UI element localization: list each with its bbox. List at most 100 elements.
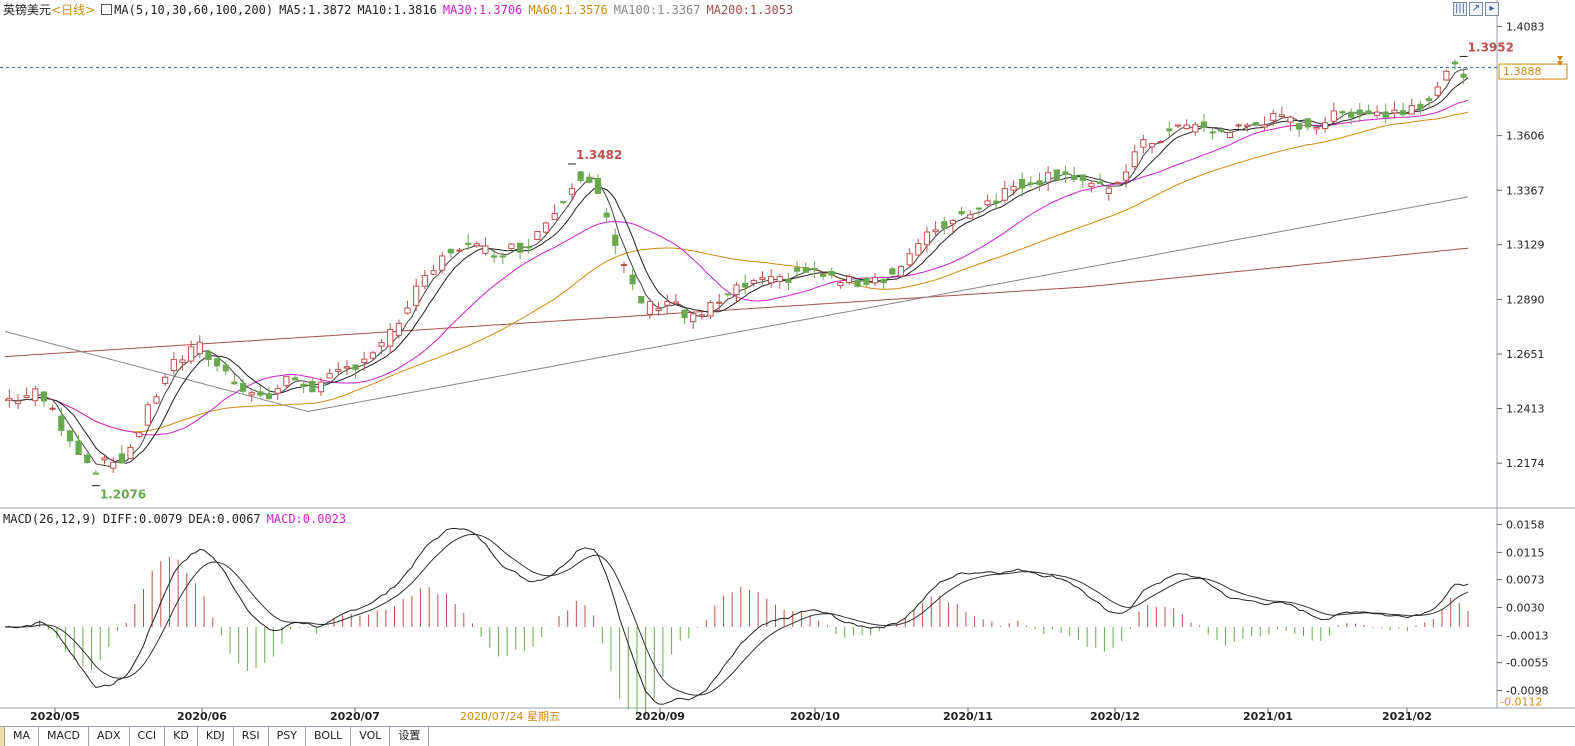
candle-body [205, 351, 212, 361]
tab-BOLL[interactable]: BOLL [306, 727, 352, 746]
candle-body [153, 396, 160, 404]
candle-body [1322, 122, 1329, 129]
candle-body [1296, 123, 1303, 130]
candle-body [144, 404, 151, 426]
date-label: 2021/01 [1243, 710, 1293, 723]
tab-MACD[interactable]: MACD [39, 727, 89, 746]
zoom-in-icon[interactable]: ||| [1453, 2, 1467, 16]
macd-tick-label: 0.0030 [1506, 602, 1545, 615]
candle-body [32, 388, 39, 402]
candle-body [854, 279, 861, 287]
candle-body [646, 300, 654, 315]
candle-body [802, 267, 809, 273]
macd-tick-label: -0.0055 [1506, 657, 1548, 670]
candle-body [66, 430, 74, 442]
candle-body [1166, 128, 1173, 132]
candle-body [923, 231, 931, 246]
candle-body [612, 234, 619, 246]
period-label[interactable]: <日线> [51, 3, 96, 17]
candle-body [1053, 169, 1060, 181]
candle-body [274, 388, 281, 394]
step-forward-icon[interactable]: ▸ [1485, 2, 1499, 16]
chart-type-icon[interactable]: ↗ [1469, 2, 1483, 16]
tab-CCI[interactable]: CCI [130, 727, 166, 746]
macd-tick-label: -0.0013 [1506, 629, 1548, 642]
candle-body [222, 364, 229, 372]
ma-value-3: MA60:1.3576 [528, 3, 608, 17]
date-label: 2020/05 [30, 710, 80, 723]
candle-body [196, 341, 203, 355]
ma-icon [101, 4, 113, 15]
candle-body [1287, 116, 1294, 123]
tab-RSI[interactable]: RSI [234, 727, 269, 746]
candle-body [1027, 182, 1034, 185]
candle-body [889, 268, 896, 275]
candle-body [1252, 122, 1260, 125]
candle-body [1131, 151, 1138, 167]
tab-ADX[interactable]: ADX [89, 727, 130, 746]
candle-body [248, 392, 255, 396]
ma60-line [4, 111, 1469, 433]
candle-body [1304, 118, 1311, 128]
candlestick-chart[interactable]: 1.4083 1.3606 1.3367 1.3129 1.2890 1.2651 1.24… [0, 0, 1575, 726]
candle-body [421, 274, 428, 287]
candle-body [1079, 174, 1086, 182]
candle-body [794, 267, 801, 272]
candle-body [283, 375, 290, 387]
tab-PSY[interactable]: PSY [269, 727, 306, 746]
candle-body [14, 400, 22, 405]
candle-body [58, 415, 65, 431]
candle-body [1192, 124, 1199, 133]
candle-body [1062, 171, 1069, 175]
candle-body [1443, 70, 1450, 81]
macd-tick-label: 0.0073 [1506, 574, 1545, 587]
candle-body [1339, 111, 1346, 114]
candle-body [750, 280, 757, 284]
candle-body [707, 301, 714, 317]
tab-KDJ[interactable]: KDJ [198, 727, 234, 746]
date-label: 2020/10 [790, 710, 840, 723]
tab-设置[interactable]: 设置 [390, 727, 430, 746]
candle-body [759, 277, 766, 280]
candle-body [387, 328, 394, 347]
high-annotation: 1.3952 [1468, 40, 1514, 54]
candle-body [257, 391, 264, 396]
candle-body [1417, 103, 1424, 110]
tab-KD[interactable]: KD [165, 727, 198, 746]
candle-body [516, 242, 524, 253]
tab-VOL[interactable]: VOL [351, 727, 391, 746]
date-label: 2021/02 [1382, 710, 1432, 723]
candle-body [162, 376, 169, 384]
candle-body [880, 279, 887, 284]
candle-body [136, 432, 143, 438]
instrument-name: 英镑美元 [3, 3, 52, 17]
macd-tick-label: 0.0115 [1506, 546, 1545, 559]
candle-body [932, 229, 939, 233]
candle-body [317, 381, 325, 393]
candle-body [542, 222, 550, 233]
candle-body [1382, 111, 1389, 118]
dea-line [4, 533, 1469, 696]
candle-body [975, 207, 982, 210]
candle-body [23, 395, 30, 398]
mid-high-annotation: 1.3482 [576, 148, 622, 162]
ma30-line [4, 99, 1469, 436]
candle-body [811, 267, 818, 270]
candle-body [1261, 124, 1268, 128]
price-tick-label: 1.3606 [1506, 130, 1545, 143]
price-marker-icon [1557, 56, 1563, 66]
tab-handle[interactable] [0, 727, 5, 746]
candle-body [828, 271, 835, 276]
candle-body [698, 314, 705, 317]
diff-line [4, 527, 1469, 705]
macd-tick-label: 0.0158 [1506, 519, 1545, 532]
tab-MA[interactable]: MA [5, 727, 40, 746]
candle-body [776, 276, 783, 283]
ma5-line [4, 68, 1469, 468]
candle-body [1460, 73, 1467, 78]
candle-body [378, 341, 385, 347]
macd-value: MACD:0.0023 [266, 512, 347, 526]
candle-body [343, 366, 351, 369]
candle-body [439, 255, 446, 271]
ma-value-5: MA200:1.3053 [706, 3, 794, 17]
